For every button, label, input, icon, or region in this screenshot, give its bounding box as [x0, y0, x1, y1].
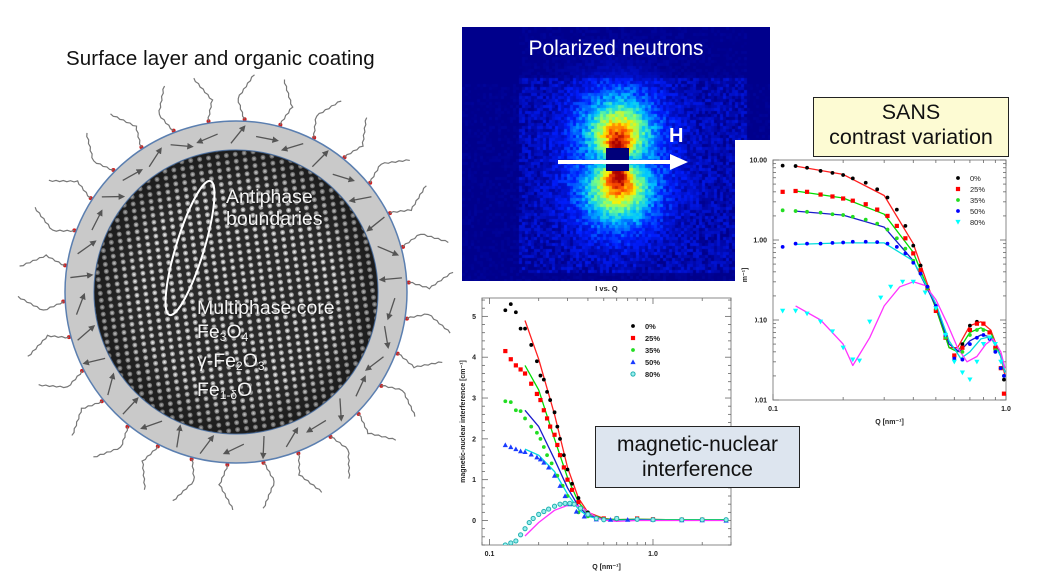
- svg-text:1.0: 1.0: [648, 551, 658, 558]
- neutron-detector-image: Polarized neutrons H: [462, 27, 770, 281]
- field-arrow-icon: [558, 148, 688, 171]
- svg-text:I [cm⁻¹]: I [cm⁻¹]: [742, 268, 749, 293]
- svg-text:0%: 0%: [970, 174, 981, 183]
- organic-coating-ligands: [17, 74, 454, 511]
- svg-text:2: 2: [472, 436, 476, 443]
- svg-text:50%: 50%: [970, 207, 985, 216]
- spin-arrows: [70, 125, 402, 460]
- nanoparticle-diagram: Antiphase boundaries Multiphase core Fe3…: [0, 70, 460, 511]
- neutron-title: Polarized neutrons: [528, 37, 704, 60]
- svg-text:0.1: 0.1: [485, 551, 495, 558]
- magnetic-nuclear-plot: 0.1 1.0 0 1 2 3 4 5 Q [nm⁻¹] magnetic-nuclear int…: [460, 284, 732, 571]
- antiphase-boundary-outline: [164, 179, 216, 317]
- svg-text:25%: 25%: [970, 185, 985, 194]
- svg-text:0.1: 0.1: [768, 406, 778, 413]
- svg-text:35%: 35%: [645, 346, 660, 355]
- svg-text:50%: 50%: [645, 358, 660, 367]
- svg-text:5: 5: [472, 314, 476, 321]
- antiphase-label: Antiphase boundaries: [226, 186, 323, 230]
- svg-text:Q [nm⁻¹]: Q [nm⁻¹]: [592, 564, 621, 571]
- svg-text:magnetic-nuclear interference: magnetic-nuclear interference [cm⁻¹]: [460, 360, 467, 483]
- svg-text:4: 4: [472, 355, 476, 362]
- phase-gamma-fe2o3: γ-Fe2O3: [197, 350, 265, 373]
- sans-callout: SANS contrast variation: [813, 97, 1009, 157]
- svg-text:0.01: 0.01: [753, 398, 767, 405]
- core-composition-label: Multiphase core Fe3O4 γ-Fe2O3 Fe1-δO: [197, 296, 335, 407]
- svg-text:80%: 80%: [970, 218, 985, 227]
- phase-wustite: Fe1-δO: [197, 379, 253, 402]
- svg-text:0%: 0%: [645, 322, 656, 331]
- svg-text:35%: 35%: [970, 196, 985, 205]
- svg-text:1.0: 1.0: [1001, 406, 1011, 413]
- diagram-title: Surface layer and organic coating: [66, 47, 375, 70]
- svg-text:80%: 80%: [645, 370, 660, 379]
- phase-fe3o4: Fe3O4: [197, 321, 249, 344]
- svg-text:10.00: 10.00: [749, 158, 767, 165]
- magnetic-nuclear-callout: magnetic-nuclear interference: [595, 426, 800, 488]
- svg-text:Q [nm⁻¹]: Q [nm⁻¹]: [875, 419, 904, 426]
- sans-plot: 0.1 1.0 0.01 0.10 1.00 10.00 Q [nm⁻¹] I [cm⁻¹] 0…: [742, 158, 1011, 427]
- svg-text:1.00: 1.00: [753, 238, 767, 245]
- svg-text:0: 0: [472, 518, 476, 525]
- svg-text:1: 1: [472, 477, 476, 484]
- svg-text:0.10: 0.10: [753, 318, 767, 325]
- sans-chart: 0.1 1.0 0.01 0.10 1.00 10.00 Q [nm⁻¹] I [cm⁻¹] 0…: [735, 140, 1025, 430]
- svg-text:25%: 25%: [645, 334, 660, 343]
- field-label: H: [669, 125, 684, 147]
- beamstop: [606, 148, 629, 171]
- nanoparticle-illustration: [17, 74, 454, 511]
- svg-text:I vs. Q: I vs. Q: [595, 284, 618, 293]
- svg-text:3: 3: [472, 396, 476, 403]
